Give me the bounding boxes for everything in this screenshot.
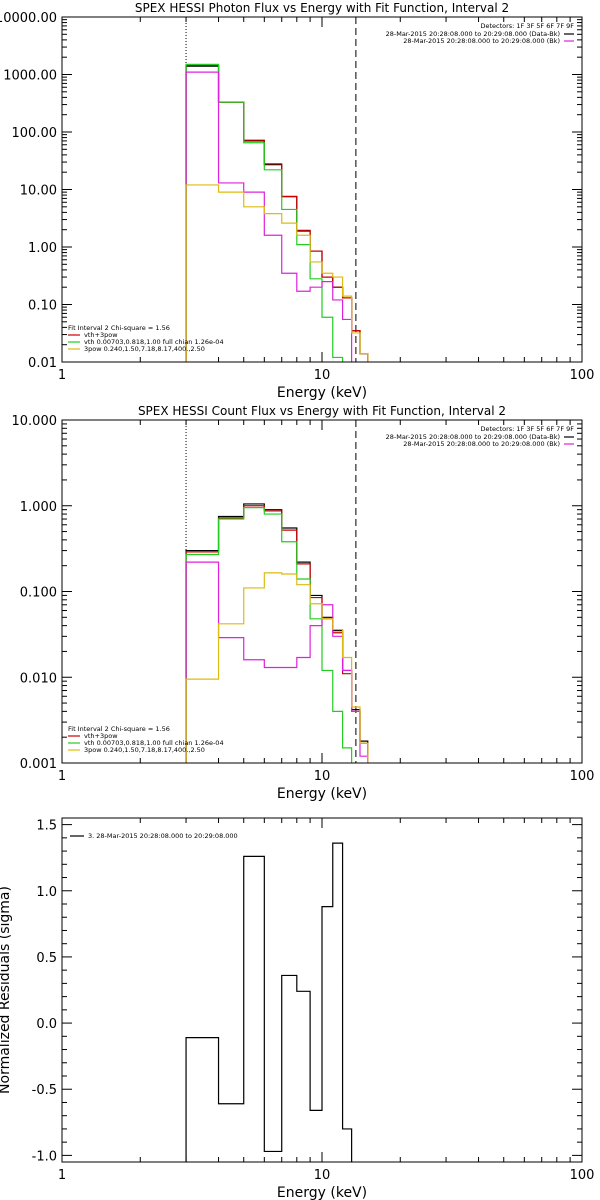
legend-bottom-entry: vth+3pow: [84, 331, 118, 339]
chart-panel-1: SPEX HESSI Photon Flux vs Energy with Fi…: [0, 1, 594, 401]
chart-panel-2: SPEX HESSI Count Flux vs Energy with Fit…: [12, 404, 595, 802]
detectors-label: Detectors: 1F 3F 5F 6F 7F 9F: [480, 425, 574, 433]
y-axis-label: Normalized Residuals (sigma): [0, 886, 13, 1094]
chart-panel-3: 1 10 100 Energy (keV) -1.0 -0.5 0.0 0.5 1.0 1.5 No…: [0, 817, 595, 1200]
legend-top-entry: 28-Mar-2015 20:28:08.000 to 20:29:08.000…: [403, 440, 560, 448]
y-tick-marks: [62, 824, 582, 1156]
y-tick-label: 0.0: [36, 1017, 57, 1032]
y-tick-marks: [62, 423, 582, 764]
y-tick-label: 10.000: [12, 414, 58, 429]
x-tick-label: 1: [58, 769, 66, 784]
y-tick-label: 100.00: [12, 126, 58, 141]
x-tick-label: 1: [58, 368, 66, 383]
detectors-label: Detectors: 1F 3F 5F 6F 7F 9F: [480, 22, 574, 30]
y-tick-label: 10.00: [20, 184, 57, 199]
x-tick-label: 100: [570, 1168, 595, 1183]
y-tick-label: 1.000: [20, 500, 57, 515]
x-tick-label: 10: [314, 769, 331, 784]
series-line-1: [185, 842, 353, 1162]
legend-top-entry: 28-Mar-2015 20:28:08.000 to 20:29:08.000…: [386, 433, 560, 441]
series-line-4: [185, 71, 369, 362]
plot-frame: [61, 16, 583, 363]
series-group: [185, 63, 369, 362]
fit-header: Fit Interval 2 Chi-square = 1.56: [68, 324, 170, 332]
y-tick-label: 1.5: [36, 819, 57, 834]
x-axis-label: Energy (keV): [277, 786, 367, 802]
series-line-4: [185, 561, 369, 763]
legend-bottom-entry: 3pow 0.240,1.50,7.18,8.17,400.,2.50: [84, 345, 205, 353]
plot-frame: [61, 817, 583, 1163]
series-line-3: [185, 63, 369, 362]
x-tick-label: 1: [58, 1168, 66, 1183]
x-tick-marks: [61, 420, 571, 763]
x-axis-label: Energy (keV): [277, 1185, 367, 1200]
y-tick-label: 1.00: [28, 241, 57, 256]
y-tick-label: 0.100: [20, 586, 57, 601]
series-group: [185, 842, 353, 1162]
y-tick-label: 0.001: [20, 757, 57, 772]
legend-bottom-entry: vth 0.00703,0.818,1.00 full chian 1.26e-…: [84, 338, 224, 346]
y-tick-label: -1.0: [32, 1149, 57, 1164]
y-tick-label: 1000.00: [3, 69, 57, 84]
x-axis-label: Energy (keV): [277, 385, 367, 401]
legend-top-entry: 28-Mar-2015 20:28:08.000 to 20:29:08.000…: [386, 30, 560, 38]
x-tick-label: 10: [314, 368, 331, 383]
legend-top-entry: 28-Mar-2015 20:28:08.000 to 20:29:08.000…: [403, 37, 560, 45]
chart-title: SPEX HESSI Count Flux vs Energy with Fit…: [138, 404, 506, 418]
y-tick-label: -0.5: [32, 1083, 57, 1098]
y-tick-label: 0.5: [36, 951, 57, 966]
y-tick-label: 0.010: [20, 671, 57, 686]
fit-header: Fit Interval 2 Chi-square = 1.56: [68, 725, 170, 733]
y-tick-label: 0.01: [28, 356, 57, 371]
series-line-1: [185, 503, 369, 763]
y-tick-label: 0.10: [28, 299, 57, 314]
x-tick-label: 10: [314, 1168, 331, 1183]
y-tick-label: 1.0: [36, 885, 57, 900]
x-tick-label: 100: [570, 769, 595, 784]
legend-bottom-entry: 3pow 0.240,1.50,7.18,8.17,400.,2.50: [84, 746, 205, 754]
chart-title: SPEX HESSI Photon Flux vs Energy with Fi…: [135, 1, 509, 15]
y-tick-label: 10000.00: [0, 11, 57, 26]
series-line-2: [185, 505, 369, 763]
series-group: [185, 503, 369, 763]
series-line-5: [185, 184, 369, 362]
series-line-5: [185, 572, 369, 763]
legend-bottom-entry: vth+3pow: [84, 732, 118, 740]
legend-bottom-entry: vth 0.00703,0.818,1.00 full chian 1.26e-…: [84, 739, 224, 747]
legend-residual-entry: 3. 28-Mar-2015 20:28:08.000 to 20:29:08.…: [88, 832, 238, 840]
plot-frame: [61, 419, 583, 764]
x-tick-marks: [61, 17, 571, 362]
x-tick-label: 100: [570, 368, 595, 383]
